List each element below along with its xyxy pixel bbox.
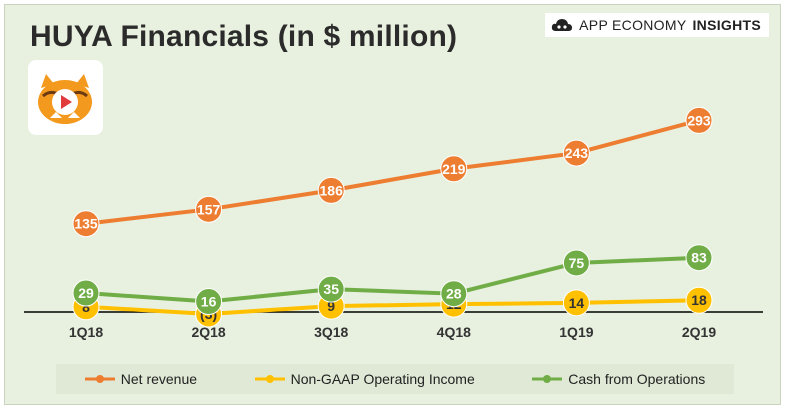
legend-marker-cash-from-operations xyxy=(532,375,563,383)
data-label-net-revenue-1q18: 135 xyxy=(74,216,98,232)
data-point-cash-from-operations-1q18 xyxy=(72,279,100,307)
data-point-net-revenue-1q18 xyxy=(72,210,100,238)
data-point-cash-from-operations-2q18 xyxy=(195,288,223,316)
data-point-net-revenue-4q18 xyxy=(440,155,468,183)
huya-tiger-logo-icon xyxy=(28,60,103,135)
brand-badge: APP ECONOMY INSIGHTS xyxy=(545,13,769,37)
data-label-operating-income-1q18: 8 xyxy=(82,299,90,315)
data-label-operating-income-3q18: 9 xyxy=(327,298,335,314)
data-label-cash-from-operations-3q18: 35 xyxy=(323,281,339,297)
legend-label-cash-from-operations: Cash from Operations xyxy=(568,371,706,387)
data-point-cash-from-operations-4q18 xyxy=(440,280,468,308)
data-point-cash-from-operations-3q18 xyxy=(317,275,345,303)
data-point-cash-from-operations-1q19 xyxy=(562,249,590,277)
series-line-net-revenue xyxy=(85,118,700,226)
data-label-operating-income-1q19: 14 xyxy=(569,295,585,311)
chart-legend: Net revenue Non-GAAP Operating Income Ca… xyxy=(56,364,734,394)
data-point-operating-income-1q19 xyxy=(562,289,590,317)
cloud-icon xyxy=(552,19,573,31)
data-point-net-revenue-1q19 xyxy=(562,139,590,167)
data-point-net-revenue-2q18 xyxy=(195,195,223,223)
x-tick-label-1q19: 1Q19 xyxy=(559,324,593,340)
x-tick-label-4q18: 4Q18 xyxy=(437,324,471,340)
x-tick-label-1q18: 1Q18 xyxy=(69,324,103,340)
series-line-operating-income xyxy=(85,298,700,316)
data-label-net-revenue-2q18: 157 xyxy=(197,201,221,217)
data-label-net-revenue-4q18: 219 xyxy=(442,161,466,177)
data-label-cash-from-operations-1q19: 75 xyxy=(569,255,585,271)
x-tick-label-2q19: 2Q19 xyxy=(682,324,716,340)
data-point-cash-from-operations-2q19 xyxy=(685,244,713,272)
legend-label-operating-income: Non-GAAP Operating Income xyxy=(290,371,475,387)
data-label-net-revenue-1q19: 243 xyxy=(565,145,589,161)
data-point-operating-income-2q19 xyxy=(685,286,713,314)
data-point-net-revenue-3q18 xyxy=(317,176,345,204)
chart-frame xyxy=(4,4,781,405)
brand-text: APP ECONOMY xyxy=(579,17,687,33)
data-label-operating-income-2q19: 18 xyxy=(691,292,707,308)
legend-marker-operating-income xyxy=(254,375,285,383)
data-label-cash-from-operations-4q18: 28 xyxy=(446,286,462,302)
data-label-net-revenue-2q19: 293 xyxy=(687,112,711,128)
legend-marker-net-revenue xyxy=(84,375,115,383)
data-label-cash-from-operations-1q18: 29 xyxy=(78,285,94,301)
data-label-cash-from-operations-2q18: 16 xyxy=(201,294,217,310)
legend-label-net-revenue: Net revenue xyxy=(120,371,198,387)
legend-item-net-revenue: Net revenue xyxy=(84,371,198,387)
legend-item-cash-from-operations: Cash from Operations xyxy=(532,371,705,387)
brand-text-bold: INSIGHTS xyxy=(692,17,761,33)
series-line-cash-from-operations xyxy=(85,255,700,304)
x-tick-label-2q18: 2Q18 xyxy=(191,324,225,340)
data-label-net-revenue-3q18: 186 xyxy=(320,182,344,198)
data-point-net-revenue-2q19 xyxy=(685,106,713,134)
x-tick-label-3q18: 3Q18 xyxy=(314,324,348,340)
legend-item-operating-income: Non-GAAP Operating Income xyxy=(254,371,475,387)
chart-title: HUYA Financials (in $ million) xyxy=(30,20,458,53)
data-label-cash-from-operations-2q19: 83 xyxy=(691,250,707,266)
